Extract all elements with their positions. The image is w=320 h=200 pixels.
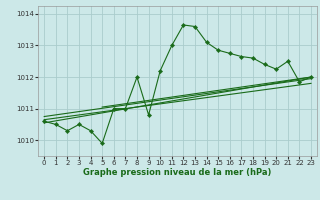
X-axis label: Graphe pression niveau de la mer (hPa): Graphe pression niveau de la mer (hPa) xyxy=(84,168,272,177)
